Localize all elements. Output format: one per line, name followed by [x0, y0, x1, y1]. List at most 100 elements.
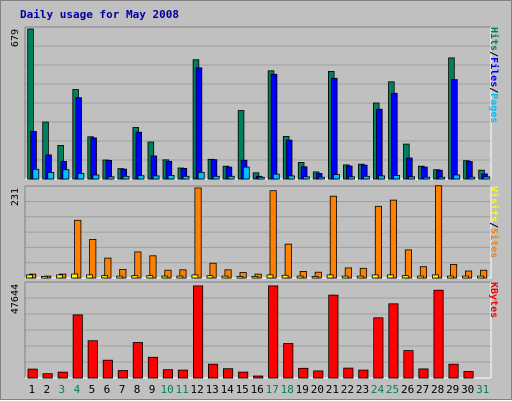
day-label-11: 11: [175, 383, 188, 396]
bar-sites-day-19: [296, 275, 304, 279]
day-label-25: 25: [386, 383, 399, 396]
bar-kbytes-day-30: [463, 371, 474, 379]
bar-pages-day-12: [197, 171, 205, 180]
bar-kbytes-day-10: [162, 369, 174, 379]
legend-entry: Sites: [488, 228, 500, 258]
bar-kbytes-day-3: [57, 371, 68, 379]
bar-sites-day-26: [401, 275, 409, 279]
day-label-26: 26: [401, 383, 414, 396]
bar-kbytes-day-12: [192, 285, 204, 379]
day-label-22: 22: [341, 383, 354, 396]
bar-kbytes-day-19: [298, 367, 309, 379]
bar-pages-day-17: [272, 173, 280, 180]
bar-pages-day-22: [348, 176, 355, 180]
bar-pages-day-27: [423, 176, 431, 180]
bar-sites-day-24: [371, 274, 379, 279]
bar-files-day-8: [135, 131, 142, 180]
panel-legend: KBytes: [488, 282, 499, 318]
bar-files-day-12: [195, 67, 203, 180]
bar-kbytes-day-27: [418, 368, 429, 379]
bar-sites-day-14: [221, 275, 229, 279]
panel-visits_sites: 231 Visits/Sites: [10, 185, 500, 279]
bar-pages-day-20: [317, 176, 325, 180]
day-label-27: 27: [416, 383, 429, 396]
bar-sites-day-7: [116, 275, 124, 279]
bar-pages-day-16: [257, 176, 265, 180]
bar-sites-day-21: [326, 274, 334, 279]
bar-kbytes-day-1: [27, 368, 38, 379]
day-label-20: 20: [311, 383, 324, 396]
bar-pages-day-19: [302, 176, 310, 180]
bar-sites-day-13: [206, 275, 214, 279]
bar-sites-day-9: [146, 275, 154, 279]
bar-sites-day-3: [56, 274, 63, 279]
bar-kbytes-day-9: [147, 356, 159, 379]
bar-kbytes-day-11: [177, 369, 189, 379]
bar-kbytes-day-26: [403, 350, 414, 379]
bar-visits-day-4: [74, 219, 82, 279]
scale-max-label: 47644: [10, 284, 21, 314]
bar-pages-day-26: [408, 176, 416, 180]
bar-visits-day-21: [329, 195, 337, 279]
day-label-8: 8: [134, 383, 141, 396]
bar-files-day-24: [376, 108, 383, 180]
bar-files-day-6: [105, 159, 113, 180]
bar-sites-day-28: [431, 274, 439, 279]
bar-sites-day-10: [161, 275, 169, 279]
bar-files-day-18: [285, 139, 293, 180]
bar-sites-day-29: [446, 275, 454, 279]
bar-pages-day-4: [77, 173, 85, 180]
bar-visits-day-26: [404, 249, 412, 279]
bar-files-day-4: [75, 97, 82, 180]
bar-kbytes-day-6: [102, 359, 113, 379]
day-label-29: 29: [446, 383, 459, 396]
bar-kbytes-day-21: [328, 294, 339, 379]
bar-sites-day-27: [416, 275, 424, 279]
day-label-12: 12: [190, 383, 203, 396]
day-label-4: 4: [74, 383, 81, 396]
bar-pages-day-9: [152, 175, 160, 180]
day-label-18: 18: [281, 383, 294, 396]
legend-entry: /: [488, 222, 499, 228]
bar-pages-day-31: [483, 176, 491, 180]
bar-pages-day-13: [212, 175, 220, 180]
bar-files-day-29: [451, 79, 458, 180]
bar-visits-day-9: [149, 255, 157, 279]
bar-pages-day-28: [438, 176, 446, 180]
bar-files-day-25: [391, 92, 398, 180]
day-axis-labels: 1 2 3 4 5 6 7 8 9 10 11 12 13 14 15 16 17 18 19 20 21 22 23 24 2…: [28, 383, 489, 396]
bar-visits-day-17: [269, 190, 277, 279]
bar-kbytes-day-2: [42, 373, 53, 379]
bar-sites-day-23: [356, 275, 364, 279]
bar-pages-day-14: [227, 175, 235, 180]
bar-sites-day-20: [311, 275, 319, 279]
bar-kbytes-day-23: [358, 369, 369, 379]
bar-pages-day-18: [287, 175, 295, 180]
day-label-2: 2: [43, 383, 50, 396]
panel-hits_files_pages: 679 Hits/Files/Pages: [10, 26, 500, 180]
bar-sites-day-30: [461, 275, 469, 279]
bar-sites-day-16: [251, 275, 259, 279]
bar-pages-day-5: [92, 174, 100, 180]
bar-sites-day-2: [41, 275, 48, 279]
bar-pages-day-8: [137, 175, 145, 180]
bar-kbytes-day-8: [132, 342, 143, 379]
bar-visits-day-6: [104, 257, 112, 279]
panel-legend: Visits/Sites: [488, 186, 500, 258]
bar-files-day-5: [90, 137, 97, 180]
day-label-5: 5: [89, 383, 96, 396]
bar-visits-day-12: [194, 187, 202, 279]
bar-pages-day-3: [62, 169, 70, 180]
legend-entry: Pages: [488, 93, 499, 123]
bar-pages-day-11: [182, 175, 190, 180]
day-label-1: 1: [28, 383, 35, 396]
legend-entry: KBytes: [488, 282, 499, 318]
bar-kbytes-day-18: [283, 343, 294, 379]
bar-visits-day-24: [374, 205, 382, 279]
day-label-7: 7: [119, 383, 126, 396]
bar-sites-day-11: [176, 275, 184, 279]
bar-kbytes-day-17: [268, 285, 279, 379]
panel-kbytes: 47644 KBytes: [10, 281, 499, 379]
